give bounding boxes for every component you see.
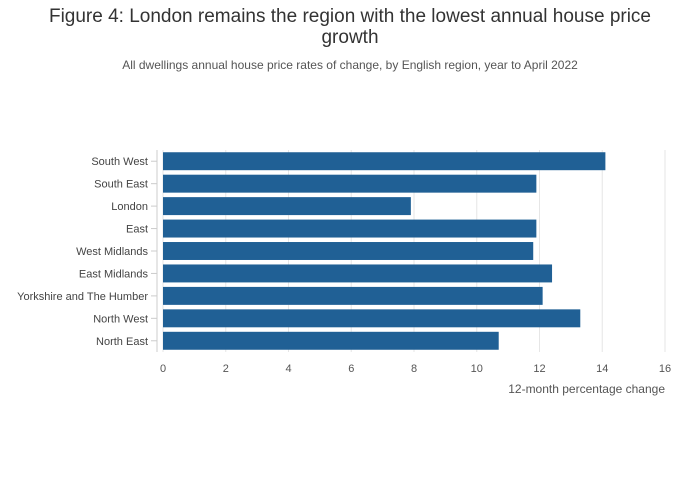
x-axis-tick-labels: 0 2 4 6 8 10 12 14 16 — [160, 363, 671, 375]
bar — [163, 309, 581, 328]
x-tick-label: 6 — [348, 363, 354, 375]
category-label: South West — [91, 156, 148, 168]
x-axis-label: 12-month percentage change — [508, 382, 665, 396]
bar — [163, 219, 537, 238]
bar — [163, 242, 534, 260]
category-label: East Midlands — [79, 268, 149, 280]
chart-title: Figure 4: London remains the region with… — [48, 6, 652, 48]
bar — [163, 286, 543, 305]
bar — [163, 331, 499, 350]
x-tick-label: 8 — [411, 363, 417, 375]
bars — [163, 152, 606, 350]
x-tick-label: 2 — [223, 363, 229, 375]
x-tick-label: 12 — [533, 363, 545, 375]
category-label: Yorkshire and The Humber — [17, 291, 148, 303]
category-label: North East — [96, 336, 148, 348]
category-label: East — [126, 224, 148, 236]
y-axis-ticks — [151, 150, 158, 352]
bar — [163, 174, 537, 193]
x-tick-label: 4 — [285, 363, 291, 375]
category-label: London — [111, 201, 148, 213]
category-label: West Midlands — [76, 246, 148, 258]
x-tick-label: 14 — [596, 363, 608, 375]
x-tick-label: 0 — [160, 363, 166, 375]
bar — [163, 197, 411, 216]
category-label: North West — [93, 313, 148, 325]
chart-subtitle: All dwellings annual house price rates o… — [122, 58, 578, 72]
category-label: South East — [94, 179, 148, 191]
bar — [163, 264, 553, 283]
x-tick-label: 16 — [659, 363, 671, 375]
category-labels: South West South East London East West Midla… — [17, 156, 148, 348]
bar — [163, 152, 606, 171]
x-tick-label: 10 — [471, 363, 483, 375]
